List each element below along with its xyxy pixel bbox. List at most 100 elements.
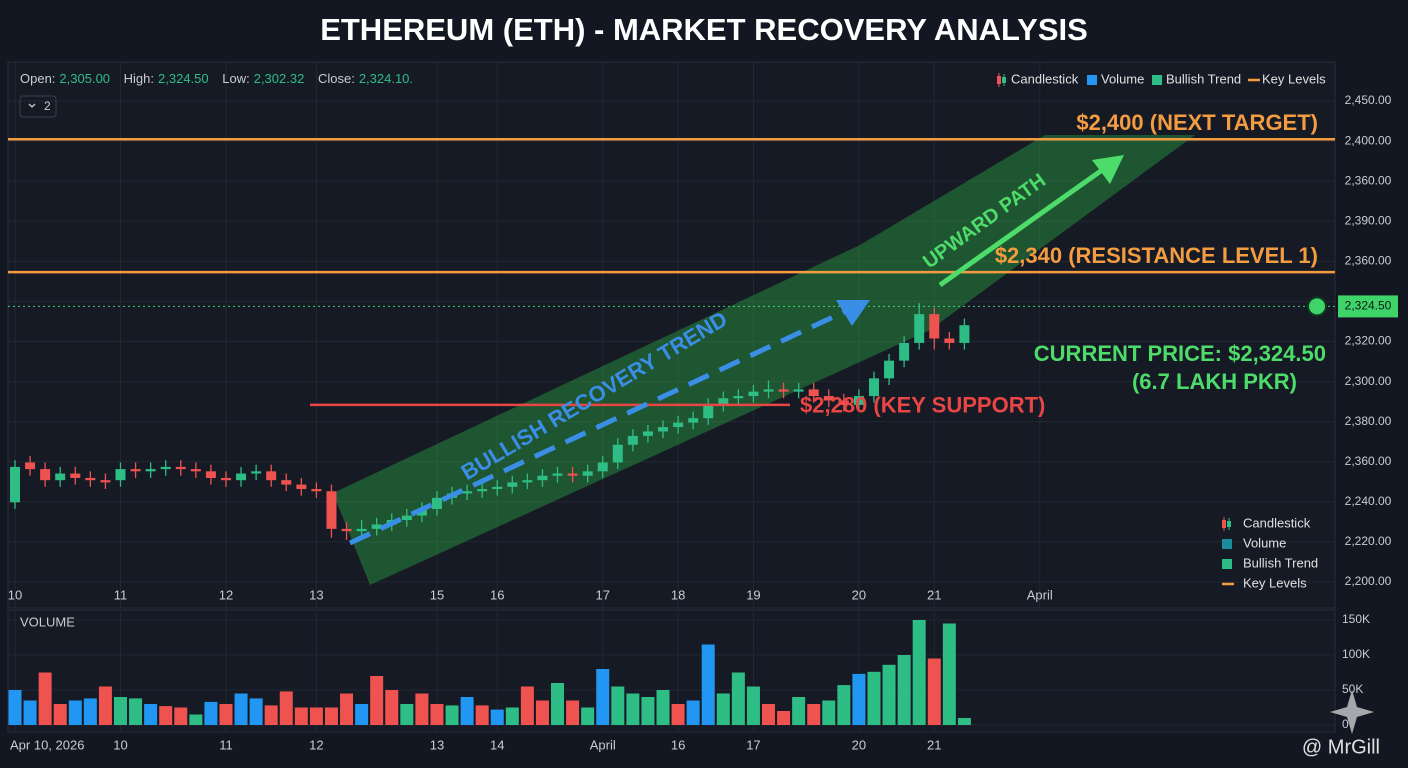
candle-body: [10, 466, 20, 503]
volume-bar: [38, 672, 52, 725]
y-tick-label: 2,300.00: [1345, 374, 1392, 388]
volume-bar: [98, 686, 112, 725]
candle-body: [673, 422, 684, 428]
candle-body: [658, 427, 669, 432]
volume-bar: [927, 658, 941, 725]
volume-bar: [716, 693, 730, 725]
candle-body: [326, 491, 337, 529]
volume-bar: [566, 700, 580, 725]
x-tick-label: 19: [746, 587, 760, 602]
x-tick-label: 16: [490, 587, 504, 602]
volume-bar: [400, 704, 414, 725]
volume-bar: [309, 707, 323, 725]
trend-arrow: [348, 155, 1124, 546]
candle-body: [959, 325, 970, 343]
x-tick-label: 17: [595, 587, 609, 602]
ohlc-label: High:: [124, 71, 154, 86]
legend-icon: [1222, 520, 1226, 528]
volume-bar: [671, 704, 685, 725]
trend-band: [333, 135, 1195, 585]
chart-title: ETHEREUM (ETH) - MARKET RECOVERY ANALYSI…: [320, 12, 1088, 47]
candle-body: [311, 489, 322, 492]
candle-body: [145, 469, 156, 472]
candle-body: [341, 528, 352, 532]
legend-label: Volume: [1243, 535, 1286, 550]
volume-bar: [53, 704, 67, 725]
x-tick-label: Apr 10, 2026: [10, 737, 84, 752]
candle-body: [115, 469, 126, 481]
panel-title: VOLUME: [20, 614, 75, 629]
volume-bar: [581, 707, 595, 725]
candle-body: [281, 480, 292, 485]
y-tick-label: 2,200.00: [1345, 574, 1392, 588]
volume-bar: [340, 693, 354, 725]
watermark: @ MrGill: [1302, 736, 1380, 758]
x-tick-label: 17: [746, 737, 760, 752]
annotation: (6.7 LAKH PKR): [1132, 369, 1297, 394]
x-tick-label: 10: [113, 737, 127, 752]
legend-label: Bullish Trend: [1243, 555, 1318, 570]
candle-body: [236, 473, 247, 481]
volume-bar: [23, 700, 37, 725]
candle-body: [266, 471, 277, 481]
y-tick-label: 2,360.00: [1345, 454, 1392, 468]
candle-body: [552, 473, 563, 476]
legend-icon: [1222, 559, 1232, 569]
x-tick-label: 21: [927, 587, 941, 602]
candle-body: [416, 508, 427, 516]
y-tick-label: 0: [1342, 717, 1349, 731]
volume-bar: [204, 701, 218, 725]
candle-body: [205, 471, 216, 478]
volume-bar: [264, 705, 278, 725]
volume-bar: [777, 711, 791, 725]
volume-bar: [656, 690, 670, 725]
volume-bar: [942, 623, 956, 725]
volume-bar: [249, 698, 263, 725]
candle-body: [70, 473, 81, 478]
current-price-dot: [1307, 296, 1327, 317]
x-tick-label: 21: [927, 737, 941, 752]
y-tick-label: 2,320.00: [1345, 334, 1392, 348]
candle-body: [853, 396, 864, 405]
key-level-label: $2,280 (KEY SUPPORT): [800, 393, 1045, 418]
volume-bar: [807, 704, 821, 725]
price-panel: [7, 61, 1336, 609]
candle-body: [748, 391, 759, 397]
legend-icon: [1002, 77, 1006, 83]
x-tick-label: 12: [219, 587, 233, 602]
volume-bar: [535, 700, 549, 725]
y-tick-label: 100K: [1342, 647, 1370, 661]
y-tick-label: 50K: [1342, 682, 1363, 696]
x-tick-label: 16: [671, 737, 685, 752]
candle-body: [838, 400, 849, 405]
volume-bar: [144, 704, 158, 725]
volume-bar: [8, 690, 22, 725]
candle-body: [688, 418, 699, 423]
candle-body: [597, 462, 608, 472]
volume-bar: [490, 709, 504, 725]
sparkle-icon: [1330, 690, 1374, 734]
candle-body: [40, 469, 51, 481]
legend-icon: [1222, 539, 1232, 549]
interval-badge[interactable]: [19, 95, 57, 118]
key-level-label: $2,340 (RESISTANCE LEVEL 1): [995, 243, 1318, 268]
y-tick-label: 2,450.00: [1345, 93, 1392, 107]
x-tick-label: 12: [309, 737, 323, 752]
candle-body: [627, 435, 638, 445]
legend-icon: [1152, 75, 1162, 85]
x-tick-label: 15: [430, 587, 444, 602]
volume-bar: [234, 693, 248, 725]
volume-bar: [641, 697, 655, 725]
ohlc-label: Low:: [222, 71, 249, 86]
volume-bar: [445, 705, 459, 725]
arrow-head: [1092, 155, 1124, 184]
volume-bar: [219, 704, 233, 725]
candle-body: [778, 389, 789, 392]
volume-bar: [294, 707, 308, 725]
volume-bar: [912, 620, 926, 725]
volume-bar: [415, 693, 429, 725]
volume-bar: [686, 700, 700, 725]
volume-bar: [822, 700, 836, 725]
